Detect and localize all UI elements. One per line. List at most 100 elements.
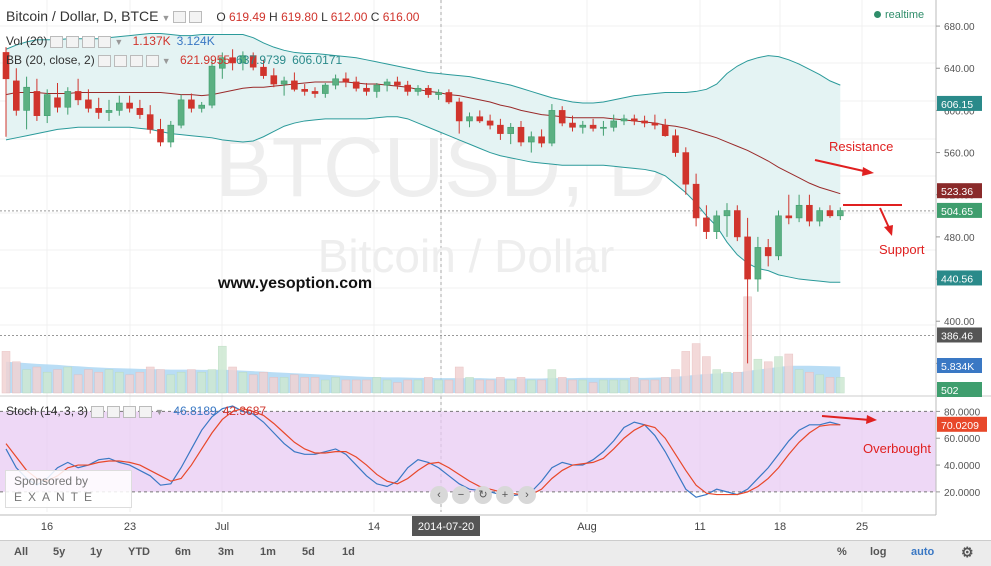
candle-body [301, 89, 309, 92]
volume-bar [578, 379, 588, 394]
range-3m-button[interactable]: 3m [218, 546, 234, 558]
more-icon[interactable] [145, 54, 159, 67]
volume-bar [599, 379, 608, 394]
eye-icon[interactable] [50, 35, 64, 48]
sponsor-box[interactable]: Sponsored by EXANTE [5, 470, 132, 508]
candle [208, 59, 216, 109]
watermark: BTCUSD, D Bitcoin / Dollar [216, 120, 669, 282]
candle [239, 51, 247, 71]
close-icon[interactable] [82, 35, 96, 48]
percent-button[interactable]: % [837, 546, 847, 558]
candle [672, 129, 679, 157]
chart-title-row: Bitcoin / Dollar, D, BTCE ▼ O 619.49 H 61… [6, 8, 419, 24]
candle [661, 118, 669, 137]
chevron-down-icon[interactable]: ▼ [161, 13, 171, 23]
volume-bar [145, 366, 155, 394]
bb-lower-line [5, 116, 841, 283]
volume-badge [937, 382, 982, 397]
candle-body [177, 99, 185, 126]
candle-body [476, 116, 484, 122]
candle [764, 239, 772, 267]
candle-body [23, 86, 30, 111]
volume-bar [733, 371, 742, 394]
price-tick-label: 480.00 [944, 233, 975, 244]
bottom-toolbar: All 5y 1y YTD 6m 3m 1m 5d 1d % log auto … [0, 540, 991, 566]
volume-bar [496, 377, 505, 394]
zoom-in-icon[interactable]: + [496, 486, 514, 504]
chevron-down-icon[interactable]: ▼ [161, 56, 171, 66]
volume-bar [753, 358, 763, 394]
settings-icon[interactable] [107, 405, 121, 418]
volume-badge [937, 358, 982, 373]
range-1y-button[interactable]: 1y [90, 546, 103, 558]
reset-icon[interactable]: ↻ [474, 486, 492, 504]
candle [424, 85, 432, 98]
scroll-left-icon[interactable]: ‹ [430, 486, 448, 504]
more-icon[interactable] [139, 405, 153, 418]
candle [610, 114, 618, 132]
candle-body [424, 87, 432, 95]
eye-icon[interactable] [173, 11, 187, 24]
zoom-out-icon[interactable]: − [452, 486, 470, 504]
price-tick-label: 640.00 [944, 64, 975, 75]
time-tick-label: 11 [694, 521, 705, 533]
candle-body [661, 124, 669, 137]
volume-bar [454, 366, 464, 394]
range-1d-button[interactable]: 1d [342, 546, 355, 558]
candle [620, 114, 628, 126]
settings-icon[interactable] [189, 11, 203, 24]
sponsor-line1: Sponsored by [14, 474, 89, 488]
eye-icon[interactable] [91, 405, 105, 418]
candle-body [641, 120, 648, 124]
candle [569, 115, 576, 132]
settings-icon[interactable] [66, 35, 80, 48]
range-ytd-button[interactable]: YTD [128, 546, 150, 558]
log-button[interactable]: log [870, 546, 887, 558]
candle [177, 94, 185, 129]
candle-body [455, 101, 463, 122]
chevron-down-icon[interactable]: ▼ [114, 37, 124, 47]
candle [445, 89, 453, 105]
eye-icon[interactable] [97, 54, 111, 67]
volume-bar [166, 374, 176, 394]
range-1m-button[interactable]: 1m [260, 546, 276, 558]
volume-bar [671, 369, 680, 394]
candle-body [157, 129, 164, 143]
candle-body [33, 91, 41, 116]
stoch-tick-label: 20.0000 [944, 488, 981, 499]
chart-title[interactable]: Bitcoin / Dollar, D, BTCE [6, 8, 159, 24]
candle-body [146, 114, 154, 130]
range-5d-button[interactable]: 5d [302, 546, 315, 558]
candle-body [64, 91, 72, 108]
price-chart[interactable]: BTCUSD, D Bitcoin / Dollar 680.00 640.00 6… [0, 0, 991, 540]
volume-bar [403, 379, 412, 394]
volume-bar [156, 369, 165, 394]
time-tick-label: 25 [856, 521, 868, 533]
volume-bar [73, 374, 83, 394]
candle-body [703, 217, 710, 232]
candle [23, 76, 30, 130]
volume-bar [609, 379, 618, 394]
gear-icon[interactable]: ⚙ [961, 544, 974, 560]
stoch-k-line [5, 405, 841, 498]
candle [579, 120, 587, 134]
auto-button[interactable]: auto [911, 546, 935, 558]
close-icon[interactable] [123, 405, 137, 418]
volume-bar [825, 377, 835, 394]
settings-icon[interactable] [113, 54, 127, 67]
range-6m-button[interactable]: 6m [175, 546, 191, 558]
candle [43, 89, 51, 124]
volume-bar [259, 371, 268, 394]
volume-bar [485, 379, 495, 394]
price-badge-label: 606.15 [941, 99, 973, 111]
chevron-down-icon[interactable]: ▼ [155, 407, 164, 417]
candle [630, 114, 638, 126]
scroll-right-icon[interactable]: › [518, 486, 536, 504]
volume-bar [63, 366, 73, 394]
range-5y-button[interactable]: 5y [53, 546, 66, 558]
volume-bar [382, 379, 392, 394]
candle-body [579, 124, 587, 128]
close-icon[interactable] [129, 54, 143, 67]
more-icon[interactable] [98, 35, 112, 48]
range-all-button[interactable]: All [14, 546, 29, 558]
